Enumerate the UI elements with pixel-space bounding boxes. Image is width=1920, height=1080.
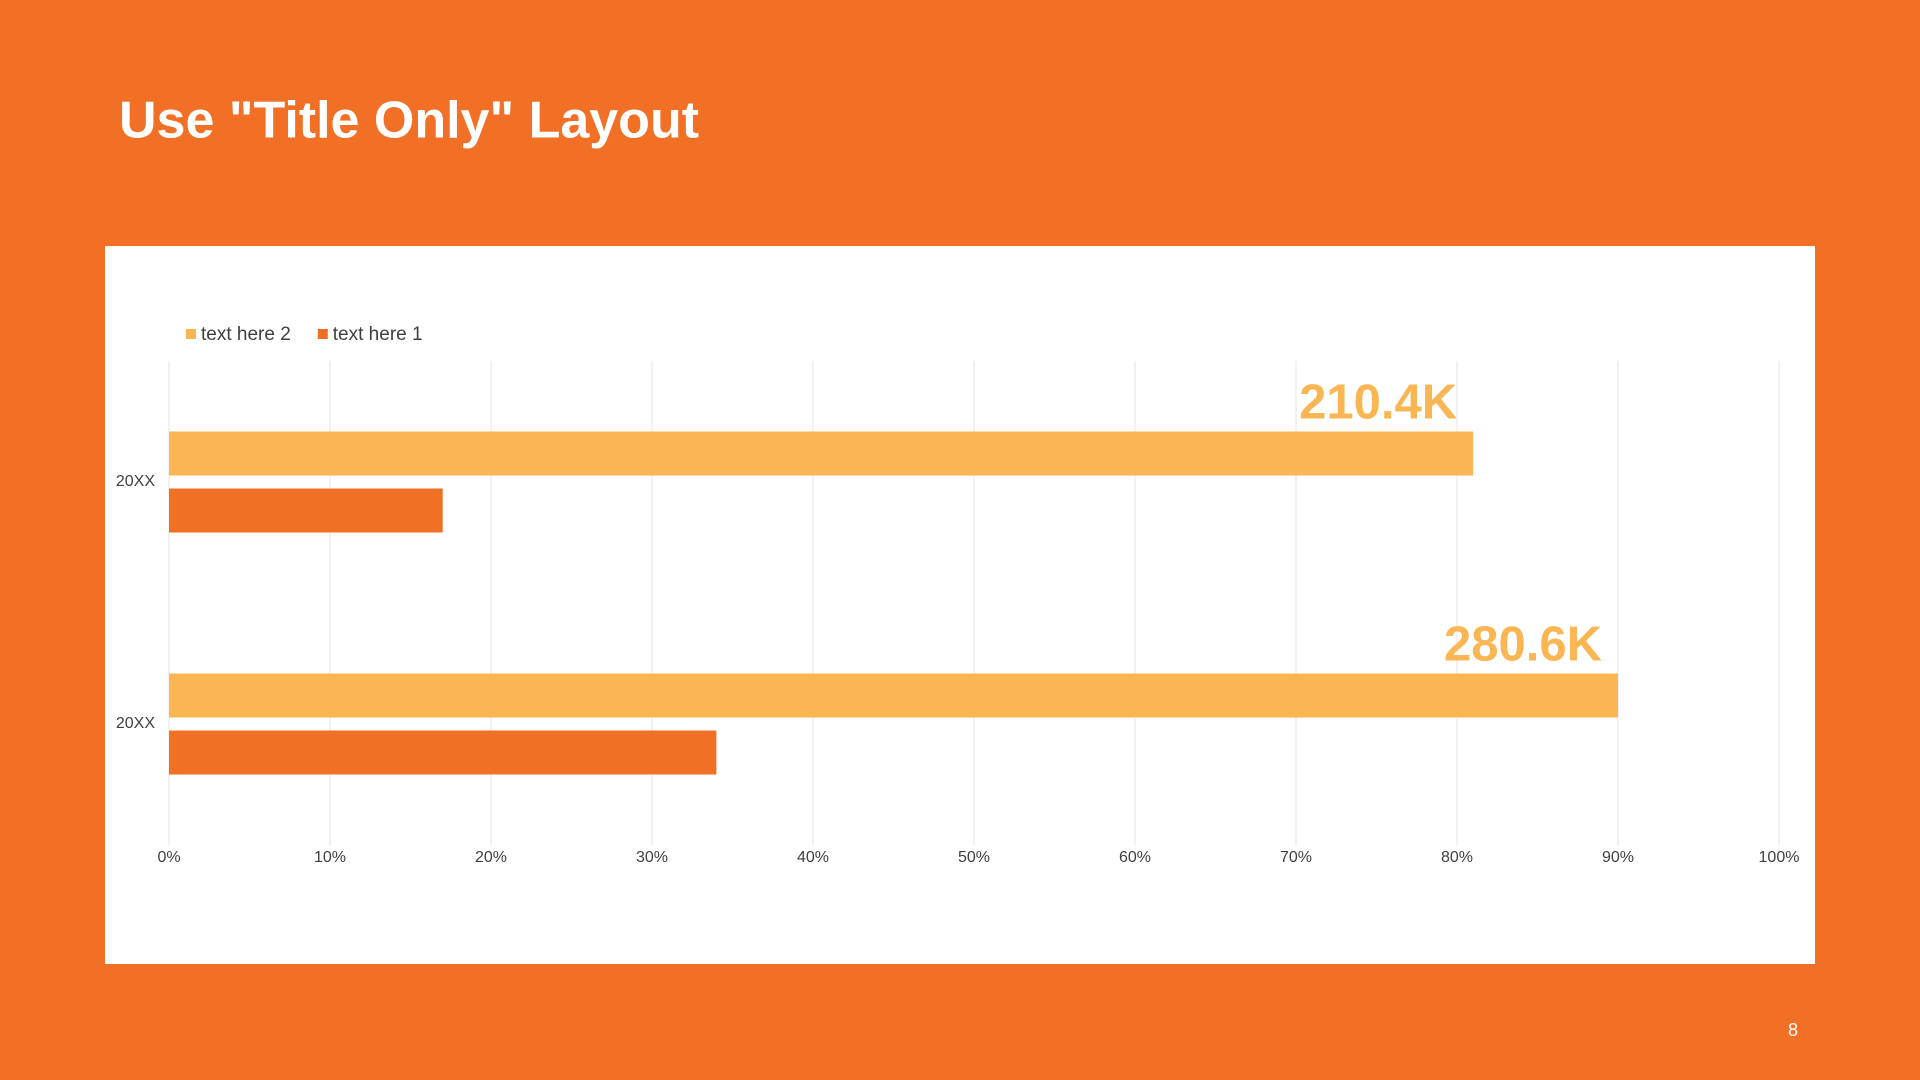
bar-annotation: 210.4K	[1299, 375, 1457, 429]
legend-label: text here 2	[201, 324, 291, 345]
slide-title: Use "Title Only" Layout	[119, 92, 699, 150]
x-tick-label: 100%	[1759, 849, 1800, 866]
bar	[169, 488, 443, 533]
x-tick-label: 0%	[157, 849, 180, 866]
x-tick-label: 40%	[797, 849, 829, 866]
legend-swatch	[186, 329, 196, 339]
bar	[169, 431, 1474, 476]
bar	[169, 673, 1618, 718]
x-tick-label: 10%	[314, 849, 346, 866]
x-tick-label: 50%	[958, 849, 990, 866]
x-tick-label: 20%	[475, 849, 507, 866]
bar	[169, 730, 717, 775]
page-number: 8	[1788, 1020, 1798, 1040]
x-tick-label: 90%	[1602, 849, 1634, 866]
y-tick-label: 20XX	[116, 473, 155, 490]
legend-label: text here 1	[333, 324, 423, 345]
x-tick-label: 80%	[1441, 849, 1473, 866]
chart-panel	[105, 246, 1815, 964]
y-tick-label: 20XX	[116, 715, 155, 732]
legend-swatch	[317, 329, 328, 339]
bar-annotation: 280.6K	[1444, 617, 1602, 671]
x-tick-label: 30%	[636, 849, 668, 866]
x-tick-label: 70%	[1280, 849, 1312, 866]
x-tick-label: 60%	[1119, 849, 1151, 866]
